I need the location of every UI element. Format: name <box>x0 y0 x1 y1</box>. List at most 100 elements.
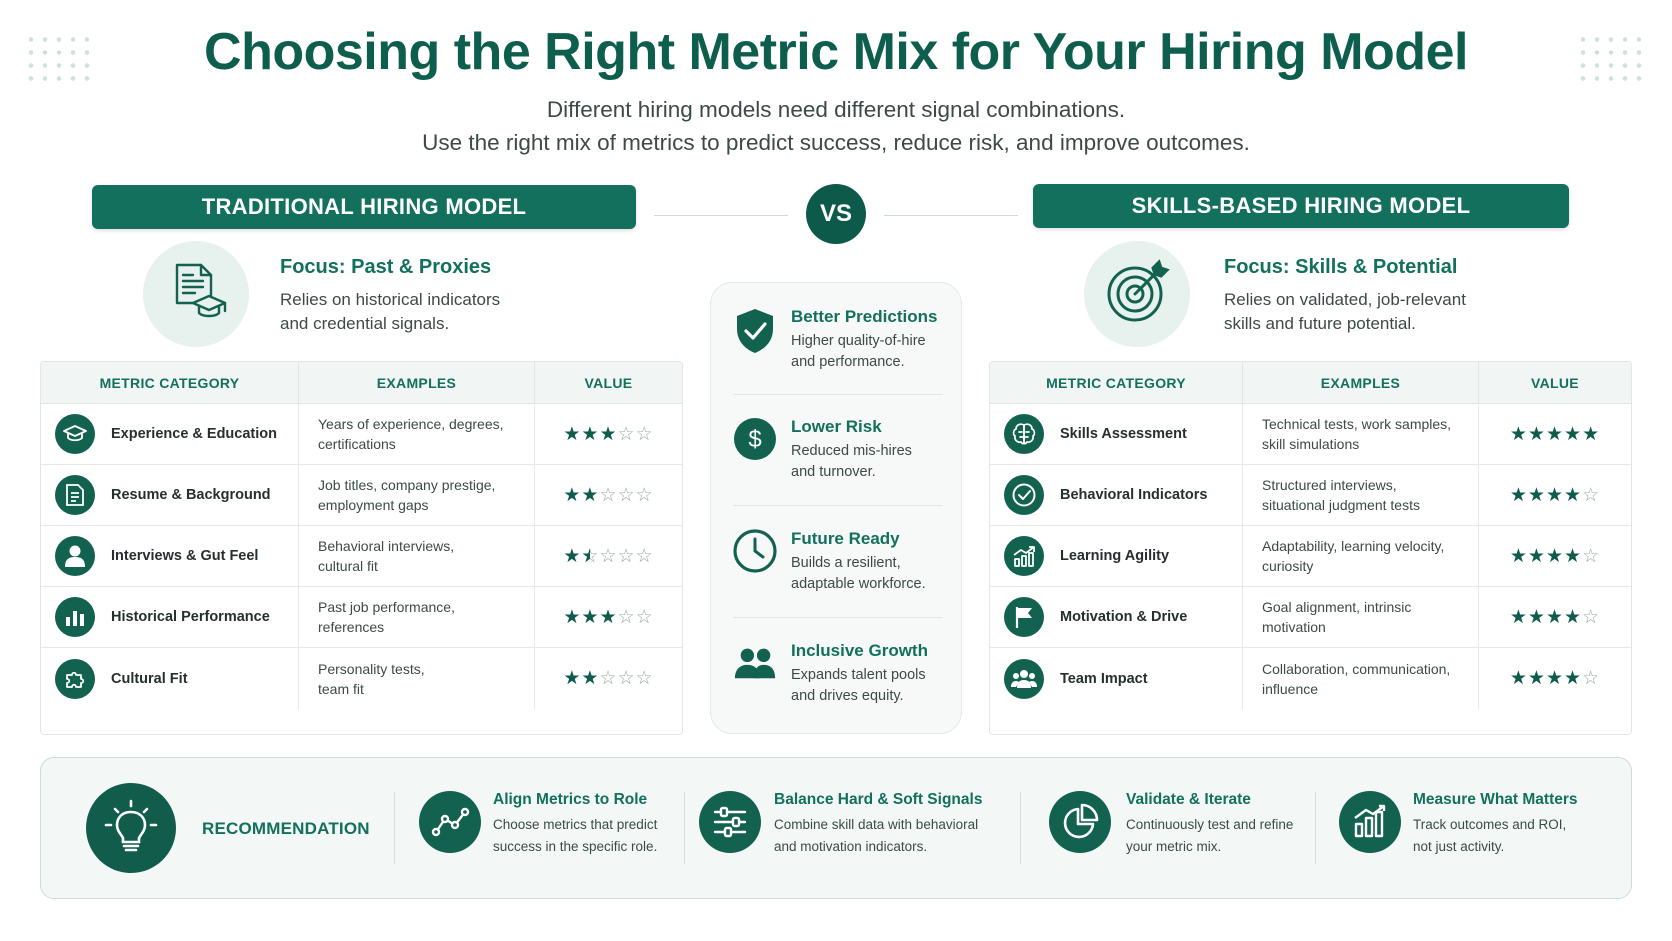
metric-category-cell: Learning Agility <box>990 526 1243 586</box>
subtitle-line-1: Different hiring models need different s… <box>546 97 1126 122</box>
traditional-focus-title: Focus: Past & Proxies <box>280 256 492 278</box>
traditional-focus-icon-circle <box>143 241 249 347</box>
example-line: curiosity <box>1262 558 1314 574</box>
shield-check-icon <box>733 307 777 373</box>
example-line: employment gaps <box>318 497 429 513</box>
benefit-inclusive-growth: Inclusive Growth Expands talent pools an… <box>733 641 943 707</box>
benefit-better-predictions: Better Predictions Higher quality-of-hir… <box>733 307 943 373</box>
tip-desc: and motivation indicators. <box>774 839 928 854</box>
page-title: Choosing the Right Metric Mix for Your H… <box>204 23 1468 81</box>
header-value: VALUE <box>584 374 633 391</box>
metric-category-label: Resume & Background <box>111 487 271 503</box>
benefit-desc: Higher quality-of-hire <box>791 333 926 349</box>
bar-chart-icon <box>55 597 95 637</box>
example-line: situational judgment tests <box>1262 497 1420 513</box>
benefit-desc: Expands talent pools <box>791 667 926 683</box>
example-line: Goal alignment, intrinsic <box>1262 599 1412 615</box>
value-rating-stars: ★ ★ ☆ ☆ ☆ <box>563 484 654 506</box>
value-rating-stars: ★ ★ ★ ★ ☆ <box>1509 606 1601 628</box>
recommendation-label: RECOMMENDATION <box>202 819 370 838</box>
skills-focus-icon-circle <box>1084 241 1190 347</box>
examples-cell: Job titles, company prestige, employment … <box>299 465 535 525</box>
skills-metrics-table: METRIC CATEGORY EXAMPLES VALUE Skills As… <box>989 361 1632 735</box>
metric-category-cell: Team Impact <box>990 648 1243 709</box>
decorative-dots-right <box>1576 33 1648 85</box>
rec-divider <box>1315 792 1316 864</box>
header-examples: EXAMPLES <box>299 362 535 403</box>
table-header: METRIC CATEGORY EXAMPLES VALUE <box>990 362 1631 404</box>
puzzle-icon <box>55 658 95 699</box>
benefits-panel: Better Predictions Higher quality-of-hir… <box>710 282 962 734</box>
metric-category-cell: Motivation & Drive <box>990 587 1243 647</box>
target-icon <box>1103 258 1171 331</box>
tip-align-metrics: Align Metrics to Role Choose metrics tha… <box>419 791 657 858</box>
example-line: certifications <box>318 436 396 452</box>
examples-cell: Years of experience, degrees, certificati… <box>299 404 535 464</box>
value-rating-stars: ★ ★ ★ ☆ ☆ <box>563 606 654 628</box>
traditional-metrics-table: METRIC CATEGORY EXAMPLES VALUE Experienc… <box>40 361 683 735</box>
example-line: motivation <box>1262 619 1326 635</box>
header-examples: EXAMPLES <box>1243 362 1479 403</box>
check-circle-icon <box>1004 475 1044 515</box>
metric-category-label: Cultural Fit <box>111 670 188 687</box>
rec-divider <box>684 792 685 864</box>
metric-category-label: Interviews & Gut Feel <box>111 548 259 564</box>
table-row: Learning Agility Adaptability, learning v… <box>990 526 1631 587</box>
resume-graduation-cap-icon <box>163 259 229 330</box>
growth-chart-icon <box>1004 536 1044 576</box>
lightbulb-icon <box>86 783 176 873</box>
metric-category-cell: Behavioral Indicators <box>990 465 1243 525</box>
benefit-desc: adaptable workforce. <box>791 576 926 592</box>
value-rating-stars: ★ ★ ★ ☆ ☆ <box>563 423 654 445</box>
metric-category-cell: Cultural Fit <box>41 648 299 709</box>
person-icon <box>55 536 95 576</box>
benefit-desc: Builds a resilient, <box>791 555 901 571</box>
example-line: influence <box>1262 680 1319 697</box>
tip-desc: Choose metrics that predict <box>493 817 658 832</box>
examples-cell: Collaboration, communication, influence <box>1243 648 1479 709</box>
benefit-desc: Reduced mis-hires <box>791 443 912 459</box>
value-rating-stars: ★ ★ ★ ★ ★ <box>1509 423 1601 445</box>
vs-badge: VS <box>806 184 866 244</box>
tip-validate-iterate: Validate & Iterate Continuously test and… <box>1049 791 1293 858</box>
metric-category-cell: Interviews & Gut Feel <box>41 526 299 586</box>
examples-cell: Behavioral interviews, cultural fit <box>299 526 535 586</box>
team-icon <box>1004 658 1044 699</box>
value-rating-stars: ★ ★ ★ ★ ☆ <box>1509 484 1601 506</box>
metric-category-label: Motivation & Drive <box>1060 609 1188 625</box>
table-row: Skills Assessment Technical tests, work s… <box>990 404 1631 465</box>
table-row: Interviews & Gut Feel Behavioral intervie… <box>41 526 682 587</box>
skills-banner: SKILLS-BASED HIRING MODEL <box>1033 184 1569 228</box>
value-rating-stars: ★☆★☆☆☆ <box>563 545 654 567</box>
rec-divider <box>394 792 395 864</box>
metric-category-label: Team Impact <box>1060 670 1148 687</box>
document-icon <box>55 475 95 515</box>
benefit-title: Better Predictions <box>791 307 938 326</box>
example-line: skill simulations <box>1262 436 1360 452</box>
value-rating-stars: ★ ★ ★ ★ ☆ <box>1509 545 1601 567</box>
tip-title: Validate & Iterate <box>1126 791 1251 808</box>
table-row: Cultural Fit Personality tests, team fit ★ ★… <box>41 648 682 709</box>
table-row: Experience & Education Years of experienc… <box>41 404 682 465</box>
clock-icon <box>733 529 777 595</box>
pie-chart-icon <box>1049 791 1111 853</box>
traditional-focus-desc-2: and credential signals. <box>280 314 450 333</box>
dollar-icon: $ <box>733 417 777 483</box>
tip-desc: success in the specific role. <box>493 839 658 854</box>
value-rating-stars: ★ ★ ☆ ☆ ☆ <box>563 668 654 689</box>
tip-desc: your metric mix. <box>1126 839 1222 854</box>
example-line: Behavioral interviews, <box>318 538 455 554</box>
examples-cell: Past job performance, references <box>299 587 535 647</box>
example-line: Adaptability, learning velocity, <box>1262 538 1445 554</box>
table-header: METRIC CATEGORY EXAMPLES VALUE <box>41 362 682 404</box>
people-icon <box>733 641 777 707</box>
vs-divider-right <box>884 215 1018 216</box>
vs-divider-left <box>654 215 788 216</box>
traditional-focus-desc-1: Relies on historical indicators <box>280 290 501 309</box>
benefit-desc: and performance. <box>791 354 905 370</box>
sliders-icon <box>699 791 761 853</box>
header-metric-category: METRIC CATEGORY <box>990 362 1243 403</box>
benefit-desc: and drives equity. <box>791 688 904 704</box>
tip-title: Align Metrics to Role <box>493 791 648 808</box>
skills-focus-desc-1: Relies on validated, job-relevant <box>1224 290 1466 309</box>
